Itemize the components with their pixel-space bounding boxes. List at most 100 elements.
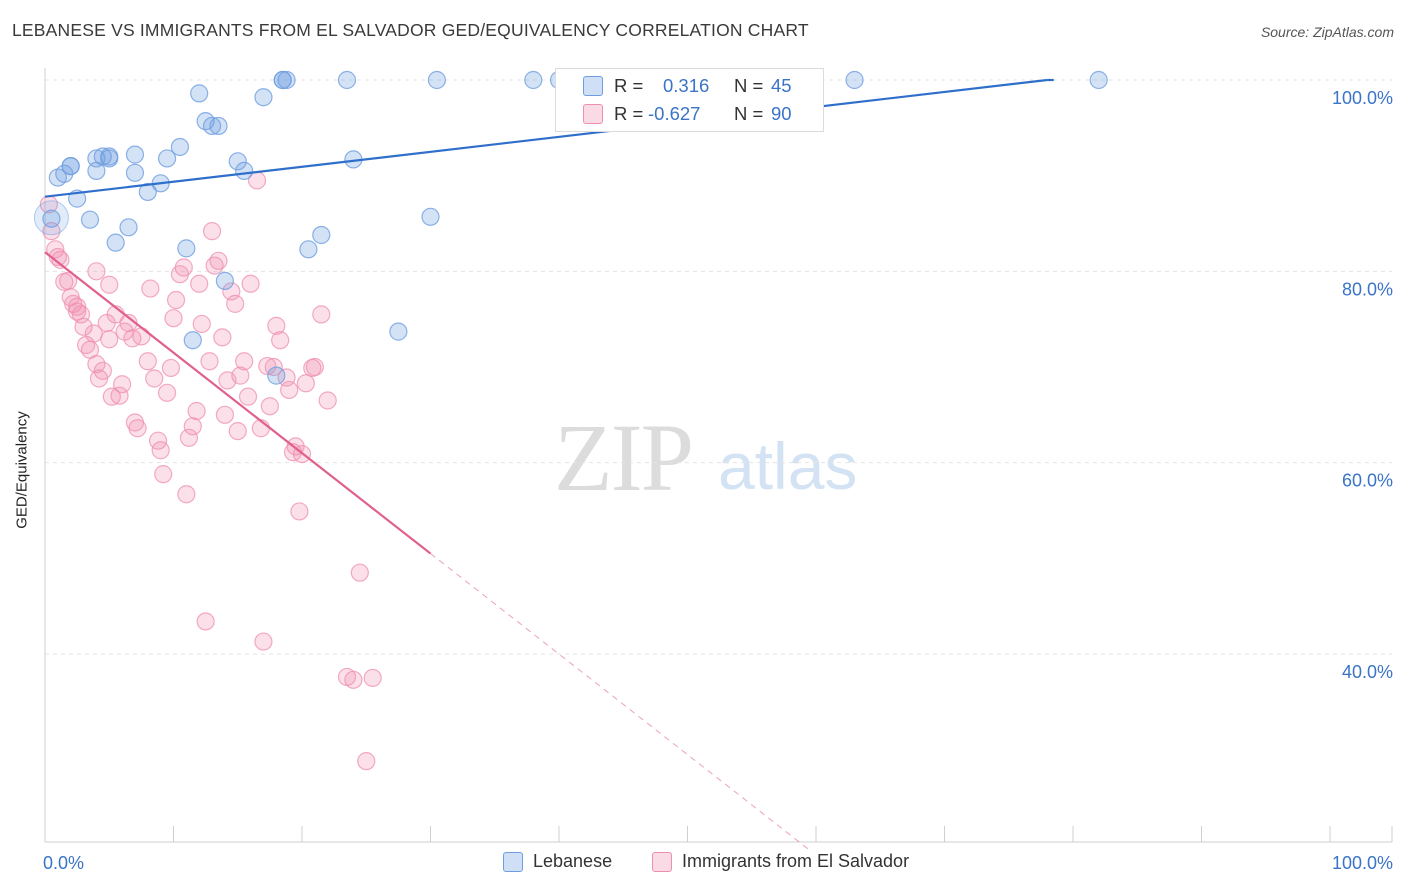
lebanese-point xyxy=(100,149,119,168)
legend-item-salvador[interactable]: Immigrants from El Salvador xyxy=(652,851,909,872)
lebanese-point xyxy=(267,366,286,385)
salvador-point xyxy=(110,386,129,405)
lebanese-point xyxy=(421,207,440,226)
legend-lebanese-swatch xyxy=(503,851,523,872)
x-tick-label: 0.0% xyxy=(43,853,84,873)
lebanese-point xyxy=(389,322,408,341)
salvador-point xyxy=(74,317,93,336)
lebanese-point xyxy=(119,218,138,237)
salvador-point xyxy=(87,355,106,374)
lebanese-point xyxy=(845,70,864,90)
salvador-point xyxy=(318,391,337,410)
salvador-point xyxy=(238,387,258,406)
lebanese-point xyxy=(33,200,69,236)
salvador-point xyxy=(128,419,147,438)
lebanese-point xyxy=(312,225,331,245)
lebanese-point xyxy=(42,209,61,228)
salvador-point xyxy=(312,305,331,324)
salvador-point xyxy=(202,222,222,241)
watermark-atlas: atlas xyxy=(718,429,858,503)
r-label-2: R = xyxy=(614,103,644,124)
salvador-point xyxy=(196,612,215,631)
salvador-point xyxy=(102,387,121,406)
salvador-point xyxy=(209,251,228,270)
salvador-point xyxy=(260,397,279,416)
salvador-point xyxy=(177,485,196,504)
salvador-swatch xyxy=(583,104,603,124)
legend-lebanese-label: Lebanese xyxy=(533,851,613,871)
salvador-point xyxy=(132,327,151,346)
salvador-point xyxy=(215,405,234,424)
salvador-point xyxy=(344,670,363,689)
salvador-point xyxy=(357,752,376,771)
y-tick-label: 100.0% xyxy=(1332,88,1393,108)
stats-row-salvador: R = -0.627 N = 90 xyxy=(556,101,823,127)
salvador-point xyxy=(100,330,119,349)
salvador-trendline xyxy=(44,251,432,555)
legend-salvador-swatch xyxy=(652,851,672,872)
lebanese-point xyxy=(80,210,100,229)
lebanese-point xyxy=(183,331,202,350)
salvador-point xyxy=(296,374,315,393)
lebanese-point xyxy=(1089,70,1108,90)
stats-legend: R = 0.316 N = 45 R = -0.627 N = 90 xyxy=(555,68,824,132)
lebanese-point xyxy=(106,233,125,252)
salvador-point xyxy=(187,401,206,421)
salvador-point xyxy=(290,502,309,521)
lebanese-point xyxy=(125,145,145,164)
salvador-point xyxy=(235,352,254,371)
salvador-point xyxy=(141,279,160,298)
lebanese-point xyxy=(427,70,447,90)
lebanese-point xyxy=(209,116,228,136)
salvador-trendline-dashed xyxy=(430,553,810,851)
salvador-point xyxy=(200,352,219,371)
lebanese-point xyxy=(299,240,318,259)
lebanese-point xyxy=(228,152,247,171)
salvador-point xyxy=(100,275,119,294)
r-label-1: R = xyxy=(614,75,644,96)
lebanese-point xyxy=(61,157,80,176)
salvador-point xyxy=(112,375,132,394)
salvador-point xyxy=(42,222,61,241)
legend-item-lebanese[interactable]: Lebanese xyxy=(503,851,612,872)
y-tick-label: 40.0% xyxy=(1342,662,1393,682)
salvador-point xyxy=(280,380,299,400)
salvador-point xyxy=(231,366,250,385)
lebanese-swatch xyxy=(583,76,603,96)
salvador-point xyxy=(363,668,382,688)
bottom-legend: Lebanese Immigrants from El Salvador xyxy=(0,851,1406,877)
salvador-point xyxy=(166,290,186,310)
lebanese-point xyxy=(254,88,273,107)
lebanese-point xyxy=(93,147,112,166)
lebanese-point xyxy=(215,271,234,290)
salvador-point xyxy=(179,428,199,447)
lebanese-point xyxy=(277,70,296,90)
r-value-1: 0.316 xyxy=(663,75,710,96)
salvador-point xyxy=(87,262,106,281)
salvador-point xyxy=(123,329,142,348)
lebanese-point xyxy=(177,239,196,258)
lebanese-point xyxy=(190,84,209,103)
lebanese-point xyxy=(125,163,145,182)
salvador-point xyxy=(267,316,286,335)
lebanese-point xyxy=(138,182,157,202)
salvador-point xyxy=(154,465,173,484)
chart-title: LEBANESE VS IMMIGRANTS FROM EL SALVADOR … xyxy=(12,20,809,40)
lebanese-point xyxy=(202,116,222,136)
salvador-point xyxy=(226,294,245,313)
salvador-point xyxy=(271,331,290,350)
salvador-point xyxy=(51,250,70,269)
salvador-point xyxy=(157,383,177,402)
salvador-point xyxy=(183,417,202,436)
salvador-point xyxy=(93,361,112,380)
salvador-point xyxy=(254,632,273,651)
r-value-2: -0.627 xyxy=(648,103,701,124)
n-value-1: 45 xyxy=(771,75,792,96)
lebanese-point xyxy=(273,70,292,90)
salvador-point xyxy=(174,258,193,277)
n-label-2: N = xyxy=(734,103,764,124)
salvador-point xyxy=(161,358,181,378)
salvador-point xyxy=(164,309,183,328)
lebanese-point xyxy=(157,149,177,168)
